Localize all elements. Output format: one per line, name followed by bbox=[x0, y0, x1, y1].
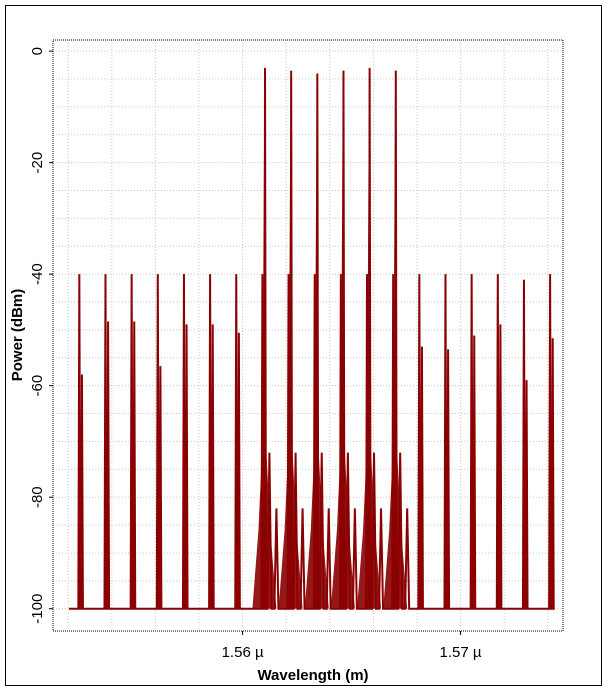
y-tick-label: 0 bbox=[29, 47, 46, 55]
spectrum-peak-fill bbox=[357, 67, 382, 609]
spectrum-chart: 0 -20 -40 -60 -80 -100 1.56 µ 1.57 µ Wavelength… bbox=[9, 39, 564, 684]
plot-border bbox=[52, 39, 564, 632]
x-tick-label: 1.56 µ bbox=[222, 644, 264, 661]
spectrum-peak-fill bbox=[252, 67, 277, 609]
x-axis-title: Wavelength (m) bbox=[257, 667, 368, 684]
plot-background bbox=[53, 40, 563, 631]
axis-layer: 0 -20 -40 -60 -80 -100 1.56 µ 1.57 µ bbox=[29, 47, 482, 661]
spectrum-peak-fill bbox=[383, 70, 408, 609]
spectrum-peak-fill bbox=[278, 70, 303, 609]
y-tick-label: -80 bbox=[29, 486, 46, 508]
spectrum-trace-layer bbox=[69, 67, 555, 610]
x-tick-label: 1.57 µ bbox=[440, 644, 482, 661]
y-tick-label: -40 bbox=[29, 263, 46, 285]
y-tick-label: -20 bbox=[29, 152, 46, 174]
y-tick-label: -100 bbox=[29, 594, 46, 624]
spectrum-peak-fill bbox=[304, 73, 329, 609]
chart-frame: 0 -20 -40 -60 -80 -100 1.56 µ 1.57 µ Wavelength… bbox=[5, 5, 602, 686]
y-tick-label: -60 bbox=[29, 375, 46, 397]
spectrum-peak-fill bbox=[330, 70, 355, 609]
y-axis-title: Power (dBm) bbox=[9, 289, 26, 382]
